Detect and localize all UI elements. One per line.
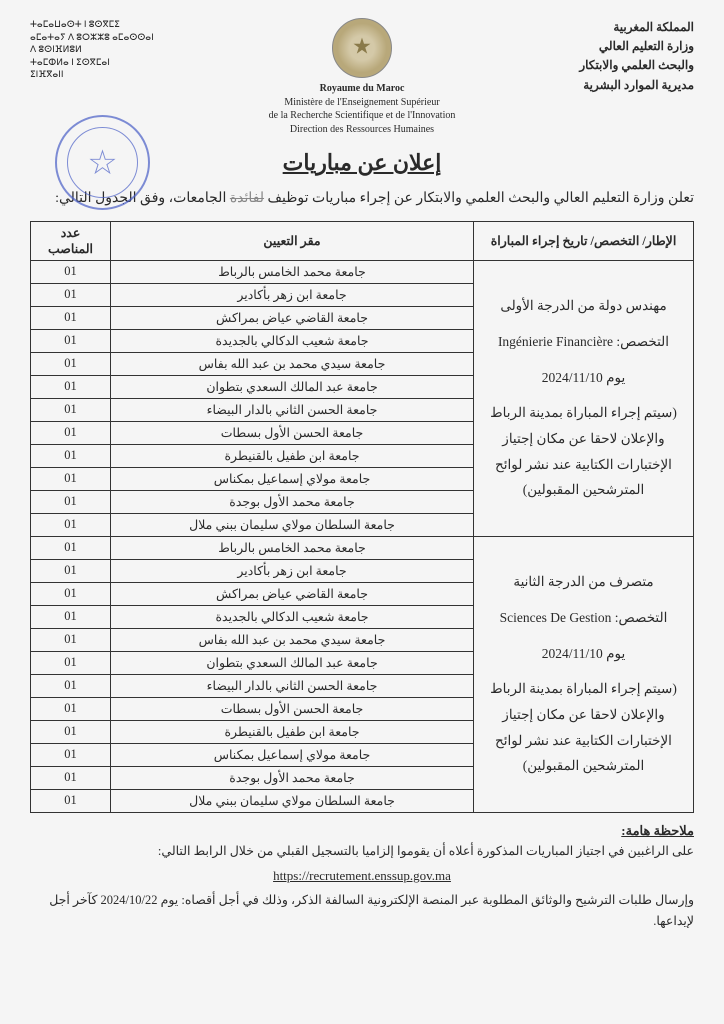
university-cell: جامعة ابن زهر بأكادير <box>111 283 474 306</box>
count-cell: 01 <box>31 421 111 444</box>
university-cell: جامعة ابن طفيل بالقنيطرة <box>111 720 474 743</box>
count-cell: 01 <box>31 283 111 306</box>
country-name-fr: Royaume du Maroc <box>232 82 492 96</box>
university-cell: جامعة محمد الأول بوجدة <box>111 490 474 513</box>
competitions-table: الإطار/ التخصص/ تاريخ إجراء المباراة مقر… <box>30 221 694 813</box>
col-location: مقر التعيين <box>111 221 474 260</box>
count-cell: 01 <box>31 306 111 329</box>
count-cell: 01 <box>31 536 111 559</box>
university-cell: جامعة عبد المالك السعدي بتطوان <box>111 375 474 398</box>
frame-line: التخصص: Sciences De Gestion <box>484 605 683 631</box>
frame-line: يوم 2024/11/10 <box>484 365 683 391</box>
registration-link[interactable]: https://recrutement.enssup.gov.ma <box>30 868 694 884</box>
university-cell: جامعة ابن زهر بأكادير <box>111 559 474 582</box>
header-center: Royaume du Maroc Ministère de l'Enseigne… <box>232 18 492 136</box>
university-cell: جامعة سيدي محمد بن عبد الله بفاس <box>111 628 474 651</box>
count-cell: 01 <box>31 651 111 674</box>
col-frame: الإطار/ التخصص/ تاريخ إجراء المباراة <box>474 221 694 260</box>
count-cell: 01 <box>31 398 111 421</box>
note-line-1: على الراغبين في اجتياز المباريات المذكور… <box>30 841 694 862</box>
count-cell: 01 <box>31 628 111 651</box>
col-count: عدد المناصب <box>31 221 111 260</box>
count-cell: 01 <box>31 490 111 513</box>
ar-line: المملكة المغربية <box>494 18 694 37</box>
university-cell: جامعة شعيب الدكالي بالجديدة <box>111 605 474 628</box>
header-tifinagh: ⵜⴰⵎⴰⵡⴰⵙⵜ ⵏ ⵓⵙⴳⵎⵉⴰⵎⴰⵜⴰⵢ ⴷ ⵓⵔⵣⵣⵓ ⴰⵎⴰⵙⵙⴰⵏⴷ … <box>30 18 230 81</box>
note-line-2: وإرسال طلبات الترشيح والوثائق المطلوبة ع… <box>30 890 694 933</box>
intro-smudged-word: لفائدة <box>230 191 264 206</box>
letterhead: ⵜⴰⵎⴰⵡⴰⵙⵜ ⵏ ⵓⵙⴳⵎⵉⴰⵎⴰⵜⴰⵢ ⴷ ⵓⵔⵣⵣⵓ ⴰⵎⴰⵙⵙⴰⵏⴷ … <box>30 18 694 136</box>
count-cell: 01 <box>31 467 111 490</box>
university-cell: جامعة السلطان مولاي سليمان ببني ملال <box>111 513 474 536</box>
frame-line: المترشحين المقبولين) <box>484 477 683 503</box>
frame-line: مهندس دولة من الدرجة الأولى <box>484 293 683 319</box>
count-cell: 01 <box>31 352 111 375</box>
university-cell: جامعة الحسن الثاني بالدار البيضاء <box>111 398 474 421</box>
frame-line: (سيتم إجراء المباراة بمدينة الرباط <box>484 676 683 702</box>
tifinagh-line: ⴰⵎⴰⵜⴰⵢ ⴷ ⵓⵔⵣⵣⵓ ⴰⵎⴰⵙⵙⴰⵏ <box>30 31 230 44</box>
frame-line: والإعلان لاحقا عن مكان إجتياز <box>484 426 683 452</box>
coat-of-arms-icon <box>332 18 392 78</box>
table-row: مهندس دولة من الدرجة الأولىالتخصص: Ingén… <box>31 260 694 283</box>
frame-line: يوم 2024/11/10 <box>484 641 683 667</box>
header-arabic: المملكة المغربيةوزارة التعليم العاليوالب… <box>494 18 694 95</box>
ar-line: وزارة التعليم العالي <box>494 37 694 56</box>
table-row: متصرف من الدرجة الثانيةالتخصص: Sciences … <box>31 536 694 559</box>
tifinagh-line: ⵉⵏⴼⴳⴰⵏⵏ <box>30 68 230 81</box>
fr-line: Ministère de l'Enseignement Supérieur <box>232 96 492 110</box>
frame-line: الإختبارات الكتابية عند نشر لوائح <box>484 728 683 754</box>
university-cell: جامعة الحسن الأول بسطات <box>111 421 474 444</box>
frame-spec-cell: متصرف من الدرجة الثانية التخصص: Sciences … <box>474 536 694 812</box>
university-cell: جامعة مولاي إسماعيل بمكناس <box>111 467 474 490</box>
count-cell: 01 <box>31 697 111 720</box>
count-cell: 01 <box>31 582 111 605</box>
university-cell: جامعة عبد المالك السعدي بتطوان <box>111 651 474 674</box>
frame-line: الإختبارات الكتابية عند نشر لوائح <box>484 452 683 478</box>
count-cell: 01 <box>31 559 111 582</box>
frame-line: متصرف من الدرجة الثانية <box>484 569 683 595</box>
frame-line: (سيتم إجراء المباراة بمدينة الرباط <box>484 400 683 426</box>
count-cell: 01 <box>31 375 111 398</box>
count-cell: 01 <box>31 513 111 536</box>
count-cell: 01 <box>31 766 111 789</box>
fr-line: Direction des Ressources Humaines <box>232 123 492 137</box>
count-cell: 01 <box>31 720 111 743</box>
tifinagh-line: ⵜⴰⵎⴰⵡⴰⵙⵜ ⵏ ⵓⵙⴳⵎⵉ <box>30 18 230 31</box>
university-cell: جامعة الحسن الأول بسطات <box>111 697 474 720</box>
university-cell: جامعة شعيب الدكالي بالجديدة <box>111 329 474 352</box>
tifinagh-line: ⴷ ⵓⵙⵏⴼⵍⵓⵍ <box>30 43 230 56</box>
university-cell: جامعة سيدي محمد بن عبد الله بفاس <box>111 352 474 375</box>
frame-spec-cell: مهندس دولة من الدرجة الأولى التخصص: Ingén… <box>474 260 694 536</box>
count-cell: 01 <box>31 743 111 766</box>
university-cell: جامعة محمد الخامس بالرباط <box>111 536 474 559</box>
count-cell: 01 <box>31 444 111 467</box>
university-cell: جامعة الحسن الثاني بالدار البيضاء <box>111 674 474 697</box>
table-header-row: الإطار/ التخصص/ تاريخ إجراء المباراة مقر… <box>31 221 694 260</box>
university-cell: جامعة القاضي عياض بمراكش <box>111 582 474 605</box>
university-cell: جامعة القاضي عياض بمراكش <box>111 306 474 329</box>
ar-line: مديرية الموارد البشرية <box>494 76 694 95</box>
count-cell: 01 <box>31 329 111 352</box>
count-cell: 01 <box>31 260 111 283</box>
fr-line: de la Recherche Scientifique et de l'Inn… <box>232 109 492 123</box>
ar-line: والبحث العلمي والابتكار <box>494 56 694 75</box>
university-cell: جامعة محمد الخامس بالرباط <box>111 260 474 283</box>
count-cell: 01 <box>31 605 111 628</box>
frame-line: المترشحين المقبولين) <box>484 753 683 779</box>
frame-line: والإعلان لاحقا عن مكان إجتياز <box>484 702 683 728</box>
university-cell: جامعة مولاي إسماعيل بمكناس <box>111 743 474 766</box>
university-cell: جامعة ابن طفيل بالقنيطرة <box>111 444 474 467</box>
frame-line: التخصص: Ingénierie Financière <box>484 329 683 355</box>
ministry-lines-fr: Ministère de l'Enseignement Supérieurde … <box>232 96 492 137</box>
intro-text-1: تعلن وزارة التعليم العالي والبحث العلمي … <box>268 191 694 206</box>
official-stamp-icon: ☆ <box>55 115 150 210</box>
note-title: ملاحظة هامة: <box>30 823 694 839</box>
tifinagh-line: ⵜⴰⵎⵀⵍⴰ ⵏ ⵉⵙⴳⵎⴰⵏ <box>30 56 230 69</box>
count-cell: 01 <box>31 789 111 812</box>
count-cell: 01 <box>31 674 111 697</box>
university-cell: جامعة السلطان مولاي سليمان ببني ملال <box>111 789 474 812</box>
university-cell: جامعة محمد الأول بوجدة <box>111 766 474 789</box>
